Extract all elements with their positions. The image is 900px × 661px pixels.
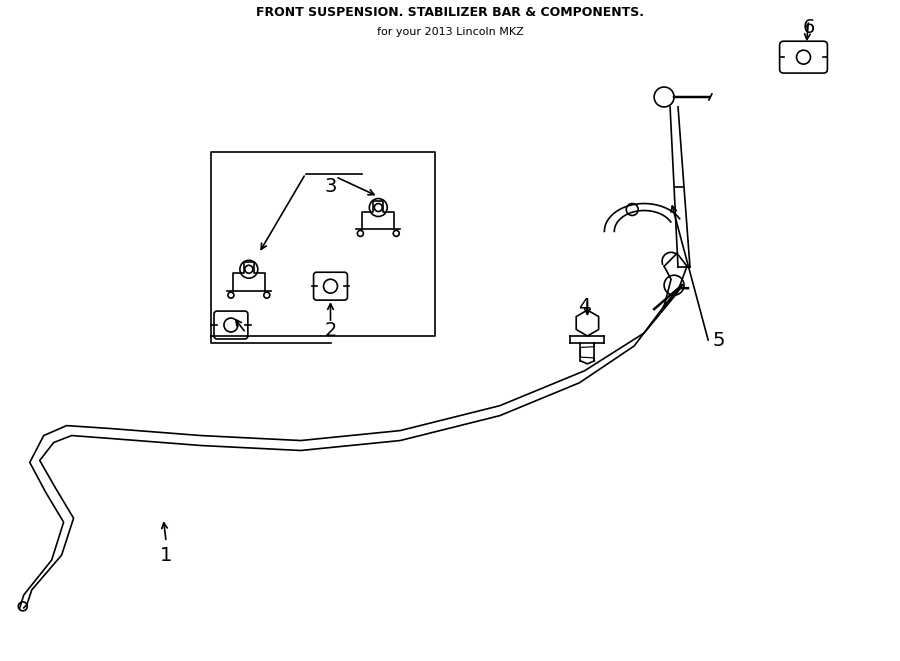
Text: 5: 5 [713,331,725,350]
Text: 6: 6 [802,18,814,37]
Text: 2: 2 [324,321,337,340]
Text: 4: 4 [578,297,590,315]
FancyBboxPatch shape [214,311,248,339]
Text: 1: 1 [160,545,173,564]
Text: 3: 3 [324,177,337,196]
FancyBboxPatch shape [779,41,827,73]
Text: FRONT SUSPENSION. STABILIZER BAR & COMPONENTS.: FRONT SUSPENSION. STABILIZER BAR & COMPO… [256,6,644,19]
FancyBboxPatch shape [313,272,347,300]
Text: for your 2013 Lincoln MKZ: for your 2013 Lincoln MKZ [376,27,524,37]
